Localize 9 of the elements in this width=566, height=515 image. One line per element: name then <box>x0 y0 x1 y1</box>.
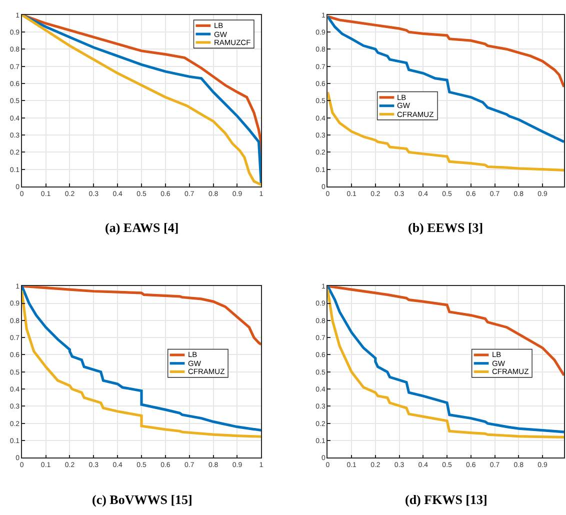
line-series <box>328 286 564 377</box>
text: (a) EAWS [4] <box>105 220 179 235</box>
line-series <box>328 90 564 172</box>
line-series <box>328 15 564 144</box>
text: (d) FKWS [13] <box>405 492 488 507</box>
text: (c) BoVWWS [15] <box>92 492 192 507</box>
line-series <box>22 286 262 346</box>
text: (b) EEWS [3] <box>408 220 484 235</box>
line-series <box>328 15 564 88</box>
